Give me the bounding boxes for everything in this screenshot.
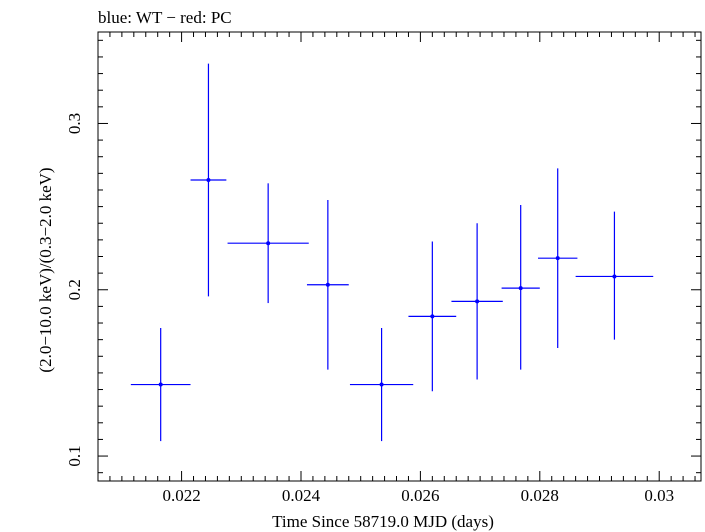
data-point-group [306,199,349,370]
x-tick-label: 0.028 [521,486,559,505]
data-point-group [227,183,309,304]
data-point [612,274,617,279]
data-point-group [538,168,578,348]
data-point [555,256,560,261]
data-point-group [190,63,227,297]
y-tick-label: 0.1 [65,445,84,466]
y-tick-label: 0.2 [65,279,84,300]
data-point-group [575,211,654,340]
y-tick-label: 0.3 [65,113,84,134]
data-point-group [451,223,503,380]
data-point [158,382,163,387]
data-point [325,282,330,287]
x-axis: 0.022 0.024 0.026 0.028 0.03 [97,32,696,505]
data-point-group [501,204,540,370]
y-axis-title: (2.0−10.0 keV)/(0.3−2.0 keV) [36,167,55,372]
data-point [379,382,384,387]
data-series [130,63,654,442]
data-point [475,299,480,304]
x-tick-label: 0.024 [282,486,321,505]
data-point-group [130,328,191,442]
data-point-group [349,328,414,442]
plot-frame [97,31,702,482]
x-tick-label: 0.022 [162,486,200,505]
data-point [206,178,211,183]
x-tick-label: 0.026 [401,486,439,505]
data-point [430,314,435,319]
data-point [518,286,523,291]
chart-title: blue: WT − red: PC [98,8,232,27]
data-point [266,241,271,246]
x-tick-label: 0.03 [644,486,674,505]
x-axis-title: Time Since 58719.0 MJD (days) [272,512,494,531]
y-axis: 0.1 0.2 0.3 [65,39,701,474]
data-point-group [408,241,457,392]
